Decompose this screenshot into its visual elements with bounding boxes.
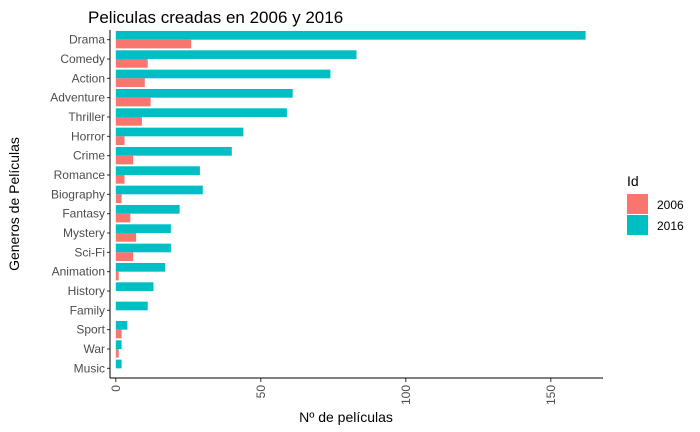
bar-2016 [115,185,203,195]
x-tick-label: 50 [254,385,268,399]
bar-2006 [115,213,131,223]
y-tick-label: Fantasy [62,207,105,221]
bar-2006 [115,136,125,146]
bar-2016 [115,50,357,59]
bar-2016 [115,224,171,233]
legend: Id 2006 2016 [627,173,684,235]
bar-2006 [115,78,145,88]
legend-swatch-2016 [627,215,648,235]
x-axis-ticks: 0 50 100 150 [109,378,558,405]
x-axis-title: Nº de películas [299,409,393,425]
y-axis-ticks: Drama Comedy Action Adventure Thriller Horror… [50,33,110,375]
bar-2006 [115,59,148,68]
y-tick-label: Romance [54,168,106,182]
y-axis-title: Generos de Películas [6,137,22,271]
bar-2016 [115,301,148,311]
bar-2006 [115,39,192,49]
y-tick-label: Biography [51,187,105,201]
bar-2006 [115,155,134,165]
bar-2016 [115,340,122,349]
y-tick-label: Action [72,71,105,85]
y-tick-label: Animation [52,265,105,279]
bar-2006 [115,175,125,184]
bar-2016 [115,108,287,117]
y-tick-label: Family [70,303,105,317]
bar-2016 [115,204,180,214]
x-tick-label: 100 [399,385,413,405]
bar-2016 [115,243,171,253]
bar-2016 [115,146,232,156]
bar-2016 [115,262,166,272]
bar-2006 [115,97,151,107]
bar-2006 [115,271,119,281]
x-tick-label: 150 [544,385,558,405]
legend-label-2006: 2006 [657,198,684,212]
bar-2016 [115,127,244,137]
legend-title: Id [627,173,639,189]
bar-2006 [115,329,122,339]
y-tick-label: Crime [73,149,105,163]
legend-label-2016: 2016 [657,219,684,233]
bar-2006 [115,233,137,242]
y-tick-label: Adventure [50,91,105,105]
y-tick-label: Thriller [68,110,105,124]
bar-2016 [115,166,200,175]
y-tick-label: Horror [71,129,105,143]
bar-2006 [115,194,122,204]
bar-2016 [115,88,293,98]
y-tick-label: Sport [76,323,105,337]
bar-2016 [115,320,128,330]
y-tick-label: Mystery [63,226,105,240]
y-tick-label: Sci-Fi [74,245,105,259]
x-tick-label: 0 [109,385,123,392]
plot-area [115,30,586,369]
y-tick-label: History [68,284,105,298]
bar-2016 [115,69,331,79]
y-tick-label: Comedy [60,52,105,66]
bar-2006 [115,117,142,126]
y-tick-label: War [83,342,105,356]
bar-2016 [115,282,154,291]
legend-swatch-2006 [627,194,648,214]
bar-2016 [115,30,586,40]
y-tick-label: Music [74,361,105,375]
y-tick-label: Drama [69,33,105,47]
chart-title: Peliculas creadas en 2006 y 2016 [88,8,343,27]
bar-2016 [115,359,122,369]
bar-2006 [115,349,119,358]
bar-2006 [115,252,134,262]
